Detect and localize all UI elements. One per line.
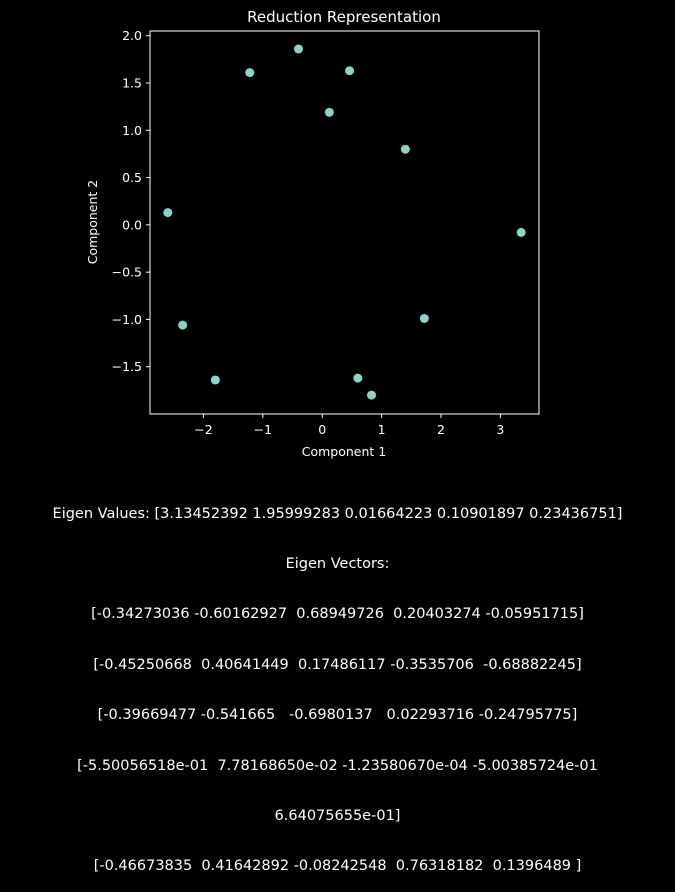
eigen-vector-row: [-0.45250668 0.40641449 0.17486117 -0.35… (93, 656, 582, 673)
scatter-point (210, 375, 220, 385)
scatter-point (516, 227, 526, 237)
scatter-point (163, 208, 173, 218)
x-axis-label: Component 1 (302, 444, 387, 459)
y-tick-label: 2.0 (122, 28, 142, 43)
y-tick-label: −0.5 (112, 265, 142, 280)
y-tick-label: 1.5 (122, 76, 142, 91)
eigen-caption: Eigen Values: [3.13452392 1.95999283 0.0… (0, 472, 675, 892)
y-tick-label: 0.5 (122, 170, 142, 185)
eigen-vector-row-continuation: 6.64075655e-01] (274, 807, 401, 824)
eigen-vectors-heading: Eigen Vectors: (285, 555, 390, 572)
scatter-point (178, 320, 188, 330)
scatter-points (163, 44, 526, 400)
scatter-point (324, 107, 334, 117)
scatter-point (345, 66, 355, 76)
y-tick-label: 1.0 (122, 123, 142, 138)
scatter-point (400, 144, 410, 154)
x-tick-label: 3 (496, 422, 504, 437)
x-axis: −2 −1 0 1 2 3 (194, 414, 504, 437)
y-axis: −1.5 −1.0 −0.5 0.0 0.5 1.0 1.5 2.0 (112, 28, 150, 374)
x-tick-label: −2 (194, 422, 212, 437)
chart-title: Reduction Representation (247, 8, 441, 26)
scatter-point (419, 313, 429, 323)
eigen-vector-row: [-0.46673835 0.41642892 -0.08242548 0.76… (93, 858, 582, 875)
y-axis-label: Component 2 (85, 180, 100, 265)
y-tick-label: 0.0 (122, 217, 142, 232)
x-tick-label: 2 (437, 422, 445, 437)
scatter-point (353, 373, 363, 383)
x-tick-label: 0 (318, 422, 326, 437)
scatter-point (293, 44, 303, 54)
y-tick-label: −1.0 (112, 312, 142, 327)
y-tick-label: −1.5 (112, 359, 142, 374)
eigen-values-line: Eigen Values: [3.13452392 1.95999283 0.0… (52, 505, 623, 522)
scatter-point (245, 68, 255, 78)
scatter-chart: Reduction Representation −2 −1 0 1 2 3 −1.5−1… (85, 8, 540, 459)
x-tick-label: 1 (378, 422, 386, 437)
eigen-vector-row: [-0.39669477 -0.541665 -0.6980137 0.0229… (97, 707, 578, 724)
eigen-vector-row: [-0.34273036 -0.60162927 0.68949726 0.20… (91, 606, 584, 623)
eigen-vector-row: [-5.50056518e-01 7.78168650e-02 -1.23580… (77, 757, 598, 774)
plot-area (149, 30, 540, 415)
x-tick-label: −1 (254, 422, 272, 437)
scatter-point (367, 390, 377, 400)
